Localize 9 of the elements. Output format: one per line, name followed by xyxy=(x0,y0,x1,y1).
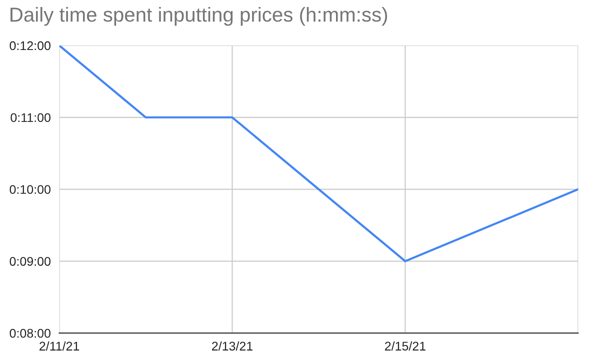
y-tick-label: 0:08:00 xyxy=(10,328,50,338)
x-tick-label: 2/13/21 xyxy=(212,341,253,351)
chart-title: Daily time spent inputting prices (h:mm:ss) xyxy=(10,6,388,26)
x-tick-label: 2/15/21 xyxy=(384,341,426,351)
y-tick-label: 0:09:00 xyxy=(10,256,50,266)
x-tick-label: 2/11/21 xyxy=(40,341,80,351)
y-tick-label: 0:11:00 xyxy=(10,113,50,122)
y-tick-label: 0:12:00 xyxy=(10,41,50,50)
y-tick-label: 0:10:00 xyxy=(10,185,50,194)
